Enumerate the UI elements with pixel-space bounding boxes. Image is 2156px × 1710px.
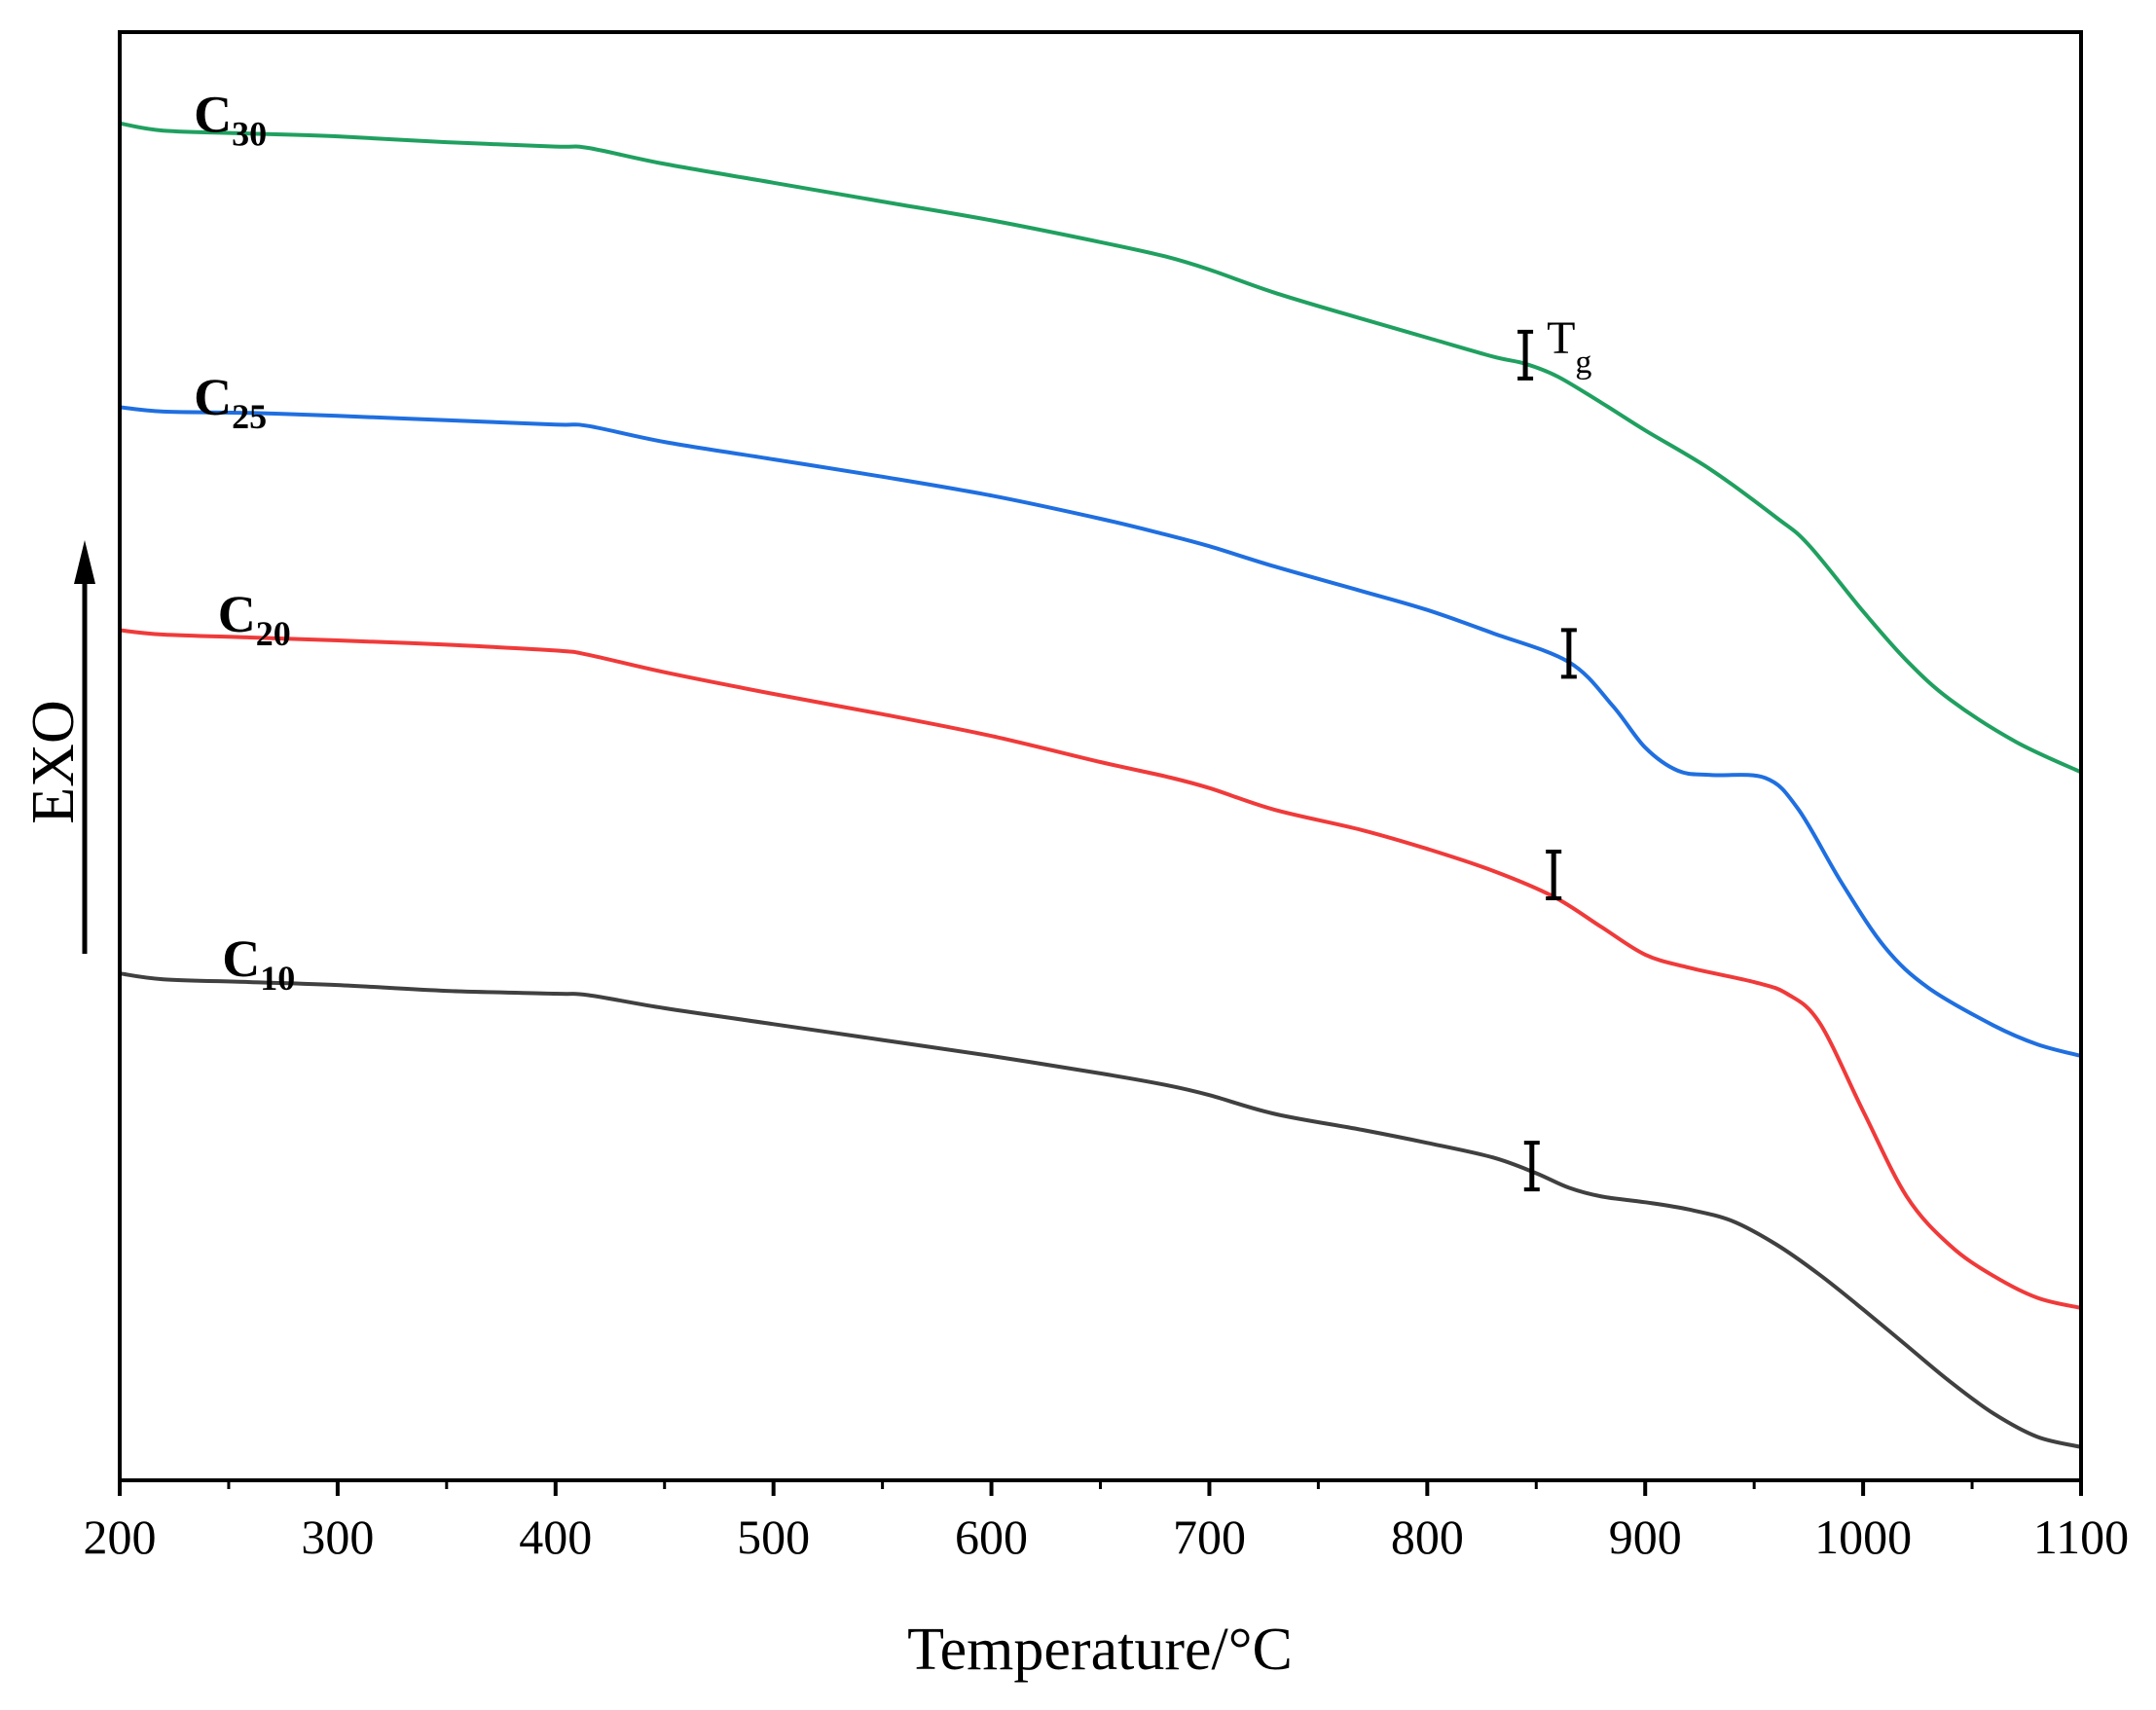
series-line-C25 <box>118 405 2083 1058</box>
series-line-C20 <box>118 628 2083 1310</box>
series-label-main-C10: C <box>222 929 260 988</box>
x-tick-layer: 200 300 400 500 600 700 800 900 1000 1100 <box>84 1480 2129 1564</box>
x-tick-label-1100: 1100 <box>2033 1510 2129 1564</box>
series-label-sub-C25: 25 <box>232 397 267 436</box>
x-tick-label-200: 200 <box>84 1510 157 1564</box>
series-label-C25: C25 <box>194 368 267 436</box>
tg-annotation-main: T <box>1547 312 1575 364</box>
tg-annotation-sub: g <box>1575 345 1591 381</box>
x-tick-label-600: 600 <box>955 1510 1028 1564</box>
series-label-main-C30: C <box>194 86 232 144</box>
x-tick-label-300: 300 <box>301 1510 374 1564</box>
x-tick-label-900: 900 <box>1609 1510 1682 1564</box>
x-tick-label-500: 500 <box>737 1510 810 1564</box>
tg-marker-C25 <box>1560 628 1577 679</box>
series-line-C10 <box>118 971 2083 1449</box>
tg-marker-C20 <box>1546 850 1562 901</box>
series-label-sub-C10: 10 <box>260 959 295 998</box>
x-tick-label-400: 400 <box>519 1510 592 1564</box>
tg-annotation: Tg <box>1547 312 1591 381</box>
y-axis-title: EXO <box>20 700 87 823</box>
x-tick-label-1000: 1000 <box>1814 1510 1912 1564</box>
series-line-C30 <box>118 121 2083 775</box>
series-label-main-C25: C <box>194 368 232 426</box>
series-label-C20: C20 <box>218 585 291 653</box>
series-label-C30: C30 <box>194 86 267 154</box>
series-layer <box>118 121 2083 1449</box>
series-label-sub-C20: 20 <box>256 614 291 653</box>
exo-arrow <box>74 540 95 954</box>
series-label-C10: C10 <box>222 929 295 998</box>
series-label-main-C20: C <box>218 585 256 643</box>
series-label-sub-C30: 30 <box>232 115 267 154</box>
x-tick-label-700: 700 <box>1173 1510 1246 1564</box>
tg-marker-C30 <box>1517 329 1534 381</box>
tg-marker-C10 <box>1523 1141 1540 1192</box>
tg-marker-layer <box>1517 329 1577 1192</box>
exo-arrow-head <box>74 540 95 584</box>
x-axis-title: Temperature/°C <box>907 1617 1293 1683</box>
x-tick-label-800: 800 <box>1391 1510 1464 1564</box>
